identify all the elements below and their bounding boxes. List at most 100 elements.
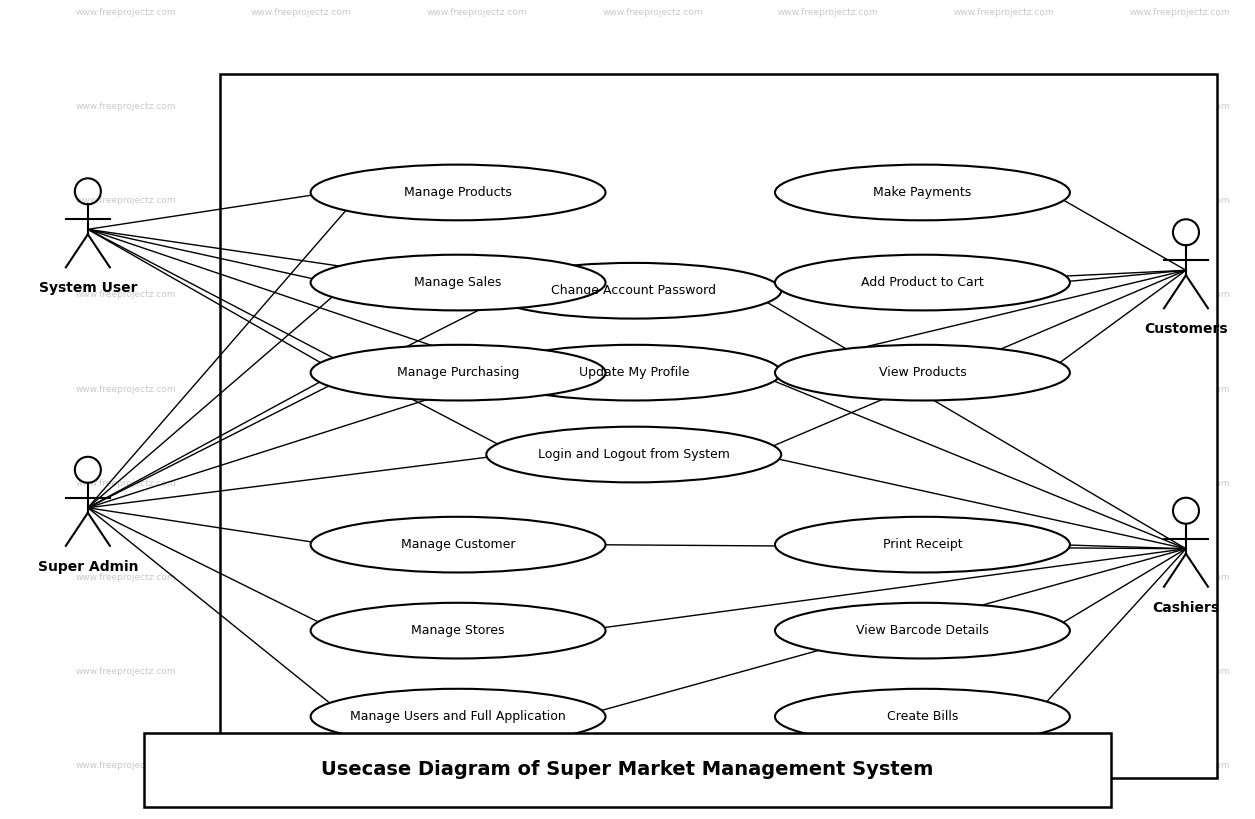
Text: www.freeprojectz.com: www.freeprojectz.com (954, 8, 1054, 16)
Text: www.freeprojectz.com: www.freeprojectz.com (602, 385, 703, 393)
Text: www.freeprojectz.com: www.freeprojectz.com (427, 8, 527, 16)
Text: www.freeprojectz.com: www.freeprojectz.com (251, 291, 351, 299)
Text: www.freeprojectz.com: www.freeprojectz.com (954, 667, 1054, 676)
Text: www.freeprojectz.com: www.freeprojectz.com (954, 385, 1054, 393)
Text: Manage Stores: Manage Stores (412, 624, 505, 637)
Text: View Barcode Details: View Barcode Details (856, 624, 989, 637)
Text: www.freeprojectz.com: www.freeprojectz.com (251, 197, 351, 205)
Text: www.freeprojectz.com: www.freeprojectz.com (602, 197, 703, 205)
Text: www.freeprojectz.com: www.freeprojectz.com (251, 102, 351, 111)
Text: www.freeprojectz.com: www.freeprojectz.com (1130, 479, 1230, 487)
Text: Make Payments: Make Payments (873, 186, 971, 199)
Text: Login and Logout from System: Login and Logout from System (538, 448, 729, 461)
Ellipse shape (776, 517, 1069, 572)
Text: www.freeprojectz.com: www.freeprojectz.com (954, 291, 1054, 299)
Text: www.freeprojectz.com: www.freeprojectz.com (1130, 8, 1230, 16)
Text: Cashiers: Cashiers (1152, 600, 1220, 615)
Text: www.freeprojectz.com: www.freeprojectz.com (427, 479, 527, 487)
Text: Manage Customer: Manage Customer (400, 538, 516, 551)
Text: View Products: View Products (878, 366, 966, 379)
Ellipse shape (776, 255, 1069, 310)
Text: www.freeprojectz.com: www.freeprojectz.com (778, 8, 878, 16)
Ellipse shape (487, 345, 781, 400)
Text: www.freeprojectz.com: www.freeprojectz.com (427, 667, 527, 676)
Text: www.freeprojectz.com: www.freeprojectz.com (75, 8, 176, 16)
Text: www.freeprojectz.com: www.freeprojectz.com (778, 291, 878, 299)
Ellipse shape (310, 603, 606, 658)
Ellipse shape (776, 689, 1069, 744)
Text: www.freeprojectz.com: www.freeprojectz.com (251, 573, 351, 581)
Ellipse shape (487, 427, 781, 482)
Text: Update My Profile: Update My Profile (579, 366, 689, 379)
Ellipse shape (310, 517, 606, 572)
Text: www.freeprojectz.com: www.freeprojectz.com (427, 762, 527, 770)
Text: www.freeprojectz.com: www.freeprojectz.com (251, 385, 351, 393)
Text: Create Bills: Create Bills (887, 710, 958, 723)
Text: www.freeprojectz.com: www.freeprojectz.com (1130, 197, 1230, 205)
Text: www.freeprojectz.com: www.freeprojectz.com (75, 102, 176, 111)
Text: www.freeprojectz.com: www.freeprojectz.com (602, 573, 703, 581)
Text: Customers: Customers (1145, 322, 1227, 337)
Text: www.freeprojectz.com: www.freeprojectz.com (75, 291, 176, 299)
Text: www.freeprojectz.com: www.freeprojectz.com (954, 197, 1054, 205)
Text: www.freeprojectz.com: www.freeprojectz.com (75, 573, 176, 581)
Text: www.freeprojectz.com: www.freeprojectz.com (75, 385, 176, 393)
Text: Usecase Diagram of Super Market Management System: Usecase Diagram of Super Market Manageme… (321, 760, 934, 780)
Text: www.freeprojectz.com: www.freeprojectz.com (778, 667, 878, 676)
Text: www.freeprojectz.com: www.freeprojectz.com (251, 762, 351, 770)
Text: Manage Sales: Manage Sales (414, 276, 502, 289)
Text: www.freeprojectz.com: www.freeprojectz.com (427, 291, 527, 299)
Text: www.freeprojectz.com: www.freeprojectz.com (778, 479, 878, 487)
Ellipse shape (776, 345, 1069, 400)
Text: Print Receipt: Print Receipt (882, 538, 963, 551)
Ellipse shape (310, 689, 606, 744)
Text: www.freeprojectz.com: www.freeprojectz.com (1130, 102, 1230, 111)
Text: Super Admin: Super Admin (38, 559, 138, 574)
Text: Add Product to Cart: Add Product to Cart (861, 276, 984, 289)
Text: www.freeprojectz.com: www.freeprojectz.com (251, 667, 351, 676)
Text: www.freeprojectz.com: www.freeprojectz.com (602, 102, 703, 111)
Text: Change Account Password: Change Account Password (551, 284, 717, 297)
Text: www.freeprojectz.com: www.freeprojectz.com (778, 385, 878, 393)
Ellipse shape (310, 255, 606, 310)
Text: www.freeprojectz.com: www.freeprojectz.com (1130, 667, 1230, 676)
Text: www.freeprojectz.com: www.freeprojectz.com (427, 573, 527, 581)
Text: www.freeprojectz.com: www.freeprojectz.com (75, 762, 176, 770)
Text: www.freeprojectz.com: www.freeprojectz.com (778, 573, 878, 581)
Text: www.freeprojectz.com: www.freeprojectz.com (602, 762, 703, 770)
Text: Manage Products: Manage Products (404, 186, 512, 199)
Polygon shape (144, 733, 1111, 807)
Text: www.freeprojectz.com: www.freeprojectz.com (602, 479, 703, 487)
Text: www.freeprojectz.com: www.freeprojectz.com (954, 479, 1054, 487)
Text: www.freeprojectz.com: www.freeprojectz.com (602, 291, 703, 299)
Text: www.freeprojectz.com: www.freeprojectz.com (602, 667, 703, 676)
Text: Manage Purchasing: Manage Purchasing (397, 366, 520, 379)
Text: www.freeprojectz.com: www.freeprojectz.com (75, 197, 176, 205)
Text: www.freeprojectz.com: www.freeprojectz.com (954, 102, 1054, 111)
Ellipse shape (310, 345, 606, 400)
Text: www.freeprojectz.com: www.freeprojectz.com (251, 8, 351, 16)
Text: www.freeprojectz.com: www.freeprojectz.com (602, 8, 703, 16)
Text: www.freeprojectz.com: www.freeprojectz.com (1130, 291, 1230, 299)
Text: www.freeprojectz.com: www.freeprojectz.com (954, 573, 1054, 581)
Text: www.freeprojectz.com: www.freeprojectz.com (427, 385, 527, 393)
Text: www.freeprojectz.com: www.freeprojectz.com (75, 667, 176, 676)
Text: www.freeprojectz.com: www.freeprojectz.com (1130, 385, 1230, 393)
Polygon shape (220, 74, 1217, 778)
Text: www.freeprojectz.com: www.freeprojectz.com (954, 762, 1054, 770)
Ellipse shape (776, 603, 1069, 658)
Text: www.freeprojectz.com: www.freeprojectz.com (778, 762, 878, 770)
Text: www.freeprojectz.com: www.freeprojectz.com (251, 479, 351, 487)
Text: www.freeprojectz.com: www.freeprojectz.com (1130, 573, 1230, 581)
Ellipse shape (310, 165, 606, 220)
Text: System User: System User (39, 281, 137, 296)
Text: www.freeprojectz.com: www.freeprojectz.com (427, 197, 527, 205)
Ellipse shape (776, 165, 1069, 220)
Text: Manage Users and Full Application: Manage Users and Full Application (350, 710, 566, 723)
Text: www.freeprojectz.com: www.freeprojectz.com (427, 102, 527, 111)
Ellipse shape (487, 263, 781, 319)
Text: www.freeprojectz.com: www.freeprojectz.com (1130, 762, 1230, 770)
Text: www.freeprojectz.com: www.freeprojectz.com (778, 102, 878, 111)
Text: www.freeprojectz.com: www.freeprojectz.com (778, 197, 878, 205)
Text: www.freeprojectz.com: www.freeprojectz.com (75, 479, 176, 487)
